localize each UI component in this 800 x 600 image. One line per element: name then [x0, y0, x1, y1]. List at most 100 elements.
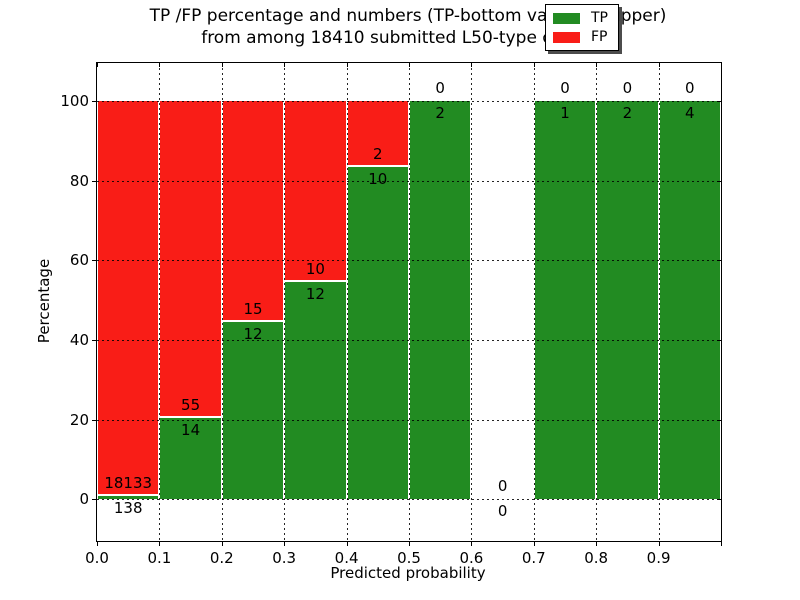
- legend-label-tp: TP: [591, 10, 608, 26]
- axis-tick-left: [92, 260, 96, 262]
- x-tick-label: 0.5: [397, 549, 421, 567]
- bar-segment-tp: [534, 100, 596, 500]
- axis-tick-top: [97, 63, 98, 67]
- axis-tick-top: [409, 63, 410, 67]
- y-tick-label: 40: [69, 330, 89, 349]
- axis-tick-bottom: [284, 542, 286, 546]
- legend-label-fp: FP: [591, 29, 608, 45]
- x-tick-label: 0.2: [209, 549, 234, 567]
- bar-segment-fp: [160, 100, 221, 419]
- fp-count-label: 0: [497, 477, 508, 496]
- fp-count-label: 0: [560, 78, 570, 97]
- bar-segment-fp: [285, 100, 346, 282]
- axis-tick-top: [721, 63, 722, 67]
- grid-line-vertical: [533, 63, 535, 541]
- axis-tick-right: [717, 419, 721, 421]
- grid-line-vertical: [658, 63, 660, 541]
- axis-tick-left: [92, 100, 96, 102]
- tp-count-label: 0: [497, 502, 508, 521]
- legend-swatch-fp: [553, 31, 580, 43]
- y-tick-label: 0: [79, 490, 89, 509]
- bar-segment-fp: [98, 100, 159, 497]
- axis-tick-bottom: [221, 542, 223, 546]
- tp-count-label: 4: [685, 103, 695, 122]
- legend-item-tp: TP: [553, 11, 611, 25]
- tp-count-label: 12: [305, 284, 325, 303]
- axis-tick-right: [717, 180, 721, 182]
- axis-tick-right: [717, 100, 721, 102]
- tp-count-label: 10: [368, 170, 388, 189]
- fp-count-label: 0: [435, 78, 445, 97]
- fp-count-label: 2: [373, 145, 383, 164]
- axis-tick-bottom: [533, 542, 535, 546]
- grid-line-vertical: [596, 63, 598, 541]
- grid-line-vertical: [221, 63, 223, 541]
- axis-tick-bottom: [409, 542, 410, 546]
- legend-item-fp: FP: [553, 30, 611, 44]
- fp-count-label: 0: [685, 78, 695, 97]
- x-tick-label: 0.9: [646, 549, 671, 567]
- grid-line-vertical: [471, 63, 473, 541]
- axis-tick-top: [221, 63, 223, 67]
- x-tick-label: 0.6: [459, 549, 484, 567]
- bar-segment-tp: [659, 100, 720, 500]
- tp-count-label: 2: [435, 103, 445, 122]
- tp-count-label: 14: [181, 421, 201, 440]
- axis-tick-right: [717, 339, 721, 341]
- legend-swatch-tp: [553, 12, 580, 24]
- axis-tick-bottom: [596, 542, 598, 546]
- plot-area: 18133 138 55 14 15 12 10 12 2 10 0 2 0 0 0 1 0 2 0 4 0.0 0.1 0…: [60, 62, 722, 567]
- x-axis-label: Predicted probability: [330, 564, 486, 582]
- axis-tick-top: [471, 63, 473, 67]
- bar-segment-tp: [98, 496, 159, 500]
- axis-tick-top: [284, 63, 286, 67]
- axis-tick-top: [533, 63, 535, 67]
- fp-count-label: 15: [243, 300, 263, 319]
- y-axis-label: Percentage: [35, 258, 53, 344]
- axis-tick-bottom: [471, 542, 473, 546]
- axis-tick-top: [159, 63, 161, 67]
- fp-count-label: 55: [181, 396, 201, 415]
- bar-segment-tp: [410, 100, 471, 500]
- grid-line-vertical: [409, 63, 410, 541]
- axis-tick-left: [92, 499, 96, 501]
- bar-segment-fp: [222, 100, 284, 323]
- legend: TP FP: [545, 4, 619, 51]
- x-tick-label: 0.0: [85, 549, 109, 567]
- axis-tick-left: [92, 419, 96, 421]
- bar-segment-tp: [347, 167, 408, 500]
- fp-count-label: 10: [305, 259, 325, 278]
- x-tick-label: 0.3: [272, 549, 297, 567]
- chart-title-line1: TP /FP percentage and numbers (TP-bottom…: [149, 6, 667, 26]
- grid-line-vertical: [159, 63, 161, 541]
- axis-tick-left: [92, 180, 96, 182]
- tp-count-label: 12: [243, 325, 263, 344]
- x-tick-label: 0.8: [584, 549, 609, 567]
- axis-tick-bottom: [721, 542, 722, 546]
- y-tick-label: 80: [69, 171, 89, 190]
- axis-tick-top: [346, 63, 348, 67]
- fp-count-label: 0: [622, 78, 633, 97]
- fp-count-label: 18133: [104, 474, 153, 493]
- y-tick-label: 20: [69, 410, 89, 429]
- axis-tick-right: [717, 260, 721, 262]
- bar-segment-tp: [160, 418, 221, 500]
- axis-tick-left: [92, 339, 96, 341]
- bar-segment-tp: [222, 322, 284, 500]
- axis-tick-bottom: [97, 542, 98, 546]
- bar-segment-tp: [597, 100, 658, 500]
- tp-count-label: 138: [113, 499, 143, 518]
- tp-count-label: 1: [560, 103, 570, 122]
- bar-segment-fp: [347, 100, 408, 168]
- axis-tick-right: [717, 499, 721, 501]
- chart-title: TP /FP percentage and numbers (TP-bottom…: [96, 5, 720, 49]
- axis-tick-bottom: [346, 542, 348, 546]
- tp-count-label: 2: [622, 103, 633, 122]
- axis-tick-bottom: [658, 542, 660, 546]
- x-tick-label: 0.7: [521, 549, 546, 567]
- x-tick-label: 0.1: [147, 549, 172, 567]
- grid-line-vertical: [346, 63, 348, 541]
- chart-title-line2: from among 18410 submitted L50-type cont…: [201, 28, 615, 48]
- bar-segment-tp: [285, 281, 346, 500]
